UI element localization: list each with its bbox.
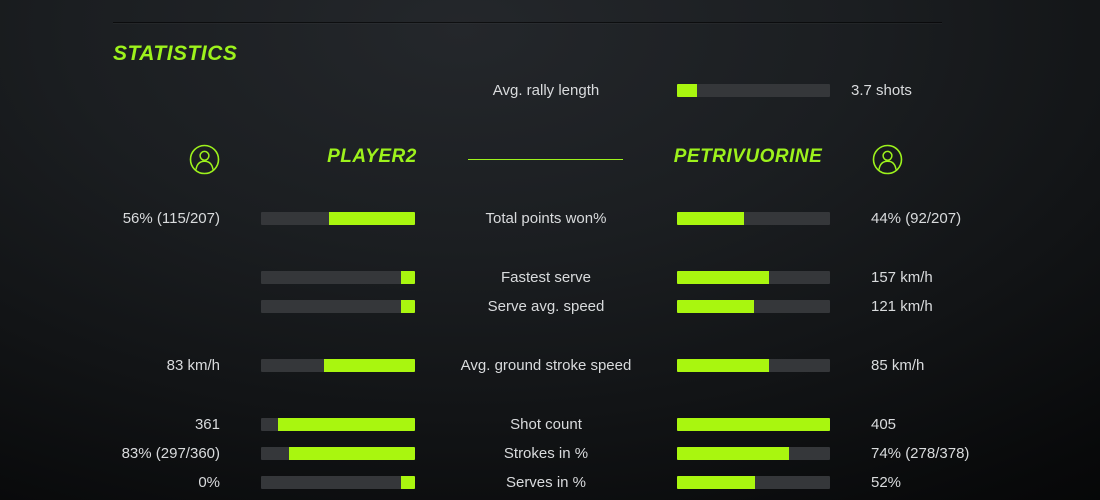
left-player-value: 361	[194, 415, 220, 433]
panel-top-divider	[113, 22, 942, 23]
page-title: STATISTICS	[113, 42, 238, 65]
right-player-bar	[677, 299, 830, 313]
stat-label: Shot count	[510, 415, 582, 433]
stat-label: Avg. ground stroke speed	[460, 356, 632, 374]
left-player-value: 83 km/h	[166, 356, 220, 374]
left-player-bar	[261, 417, 415, 431]
right-player-value: 74% (278/378)	[871, 444, 970, 462]
left-player-bar	[261, 299, 415, 313]
left-player-bar-fill	[401, 270, 415, 284]
stat-row-strokes-in: 83% (297/360) Strokes in % 74% (278/378)	[0, 440, 1100, 466]
player-right-name: PETRIVUORINE	[673, 146, 823, 167]
right-player-bar	[677, 270, 830, 284]
stat-label: Serves in %	[505, 473, 587, 491]
stat-label: Avg. rally length	[492, 81, 600, 99]
right-player-bar-fill	[677, 270, 769, 284]
right-player-bar-fill	[677, 446, 789, 460]
left-player-value: 83% (297/360)	[121, 444, 220, 462]
right-player-value: 157 km/h	[871, 268, 933, 286]
right-player-bar	[677, 358, 830, 372]
person-icon	[872, 144, 903, 175]
left-player-bar	[261, 270, 415, 284]
right-player-bar-fill	[677, 358, 769, 372]
player-left-name: PLAYER2	[327, 146, 417, 167]
right-player-bar-fill	[677, 299, 754, 313]
left-player-value: 0%	[198, 473, 220, 491]
left-player-bar	[261, 211, 415, 225]
left-player-value: 56% (115/207)	[122, 209, 220, 227]
left-player-bar-fill	[324, 358, 415, 372]
stat-row-avg-rally-length: Avg. rally length 3.7 shots	[0, 77, 1100, 103]
left-player-bar-fill	[277, 417, 415, 431]
right-player-value: 52%	[871, 473, 902, 491]
stat-row-fastest-serve: Fastest serve 157 km/h	[0, 264, 1100, 290]
right-player-value: 405	[871, 415, 897, 433]
rally-length-value: 3.7 shots	[851, 81, 912, 99]
left-player-bar-fill	[401, 475, 415, 489]
left-player-bar-fill	[328, 211, 415, 225]
right-player-bar-fill	[677, 211, 745, 225]
stat-row-serve-avg-speed: Serve avg. speed 121 km/h	[0, 293, 1100, 319]
stat-row-total-points-won: 56% (115/207) Total points won% 44% (92/…	[0, 205, 1100, 231]
right-player-value: 121 km/h	[871, 297, 933, 315]
left-player-bar-fill	[288, 446, 415, 460]
players-header-row: PLAYER2 PETRIVUORINE	[0, 144, 1100, 175]
players-divider-line	[468, 159, 623, 160]
left-player-bar-fill	[401, 299, 415, 313]
left-player-bar	[261, 475, 415, 489]
right-player-value: 85 km/h	[871, 356, 925, 374]
person-icon	[189, 144, 220, 175]
left-player-value	[0, 264, 220, 290]
stat-row-serves-in: 0% Serves in % 52%	[0, 469, 1100, 495]
stat-label: Total points won%	[485, 209, 607, 227]
right-player-bar	[677, 211, 830, 225]
left-player-bar	[261, 446, 415, 460]
stat-label: Fastest serve	[500, 268, 592, 286]
stat-row-shot-count: 361 Shot count 405	[0, 411, 1100, 437]
right-player-bar-fill	[677, 475, 756, 489]
right-player-bar	[677, 446, 830, 460]
stat-label: Serve avg. speed	[487, 297, 605, 315]
stat-label: Strokes in %	[503, 444, 589, 462]
left-player-bar	[261, 358, 415, 372]
right-player-bar-fill	[677, 417, 830, 431]
rally-length-bar	[677, 83, 830, 97]
stat-row-avg-ground-stroke-speed: 83 km/h Avg. ground stroke speed 85 km/h	[0, 352, 1100, 378]
right-player-bar	[677, 475, 830, 489]
right-player-value: 44% (92/207)	[871, 209, 962, 227]
left-player-value	[0, 293, 220, 319]
right-player-bar	[677, 417, 830, 431]
rally-length-bar-fill	[677, 83, 697, 97]
